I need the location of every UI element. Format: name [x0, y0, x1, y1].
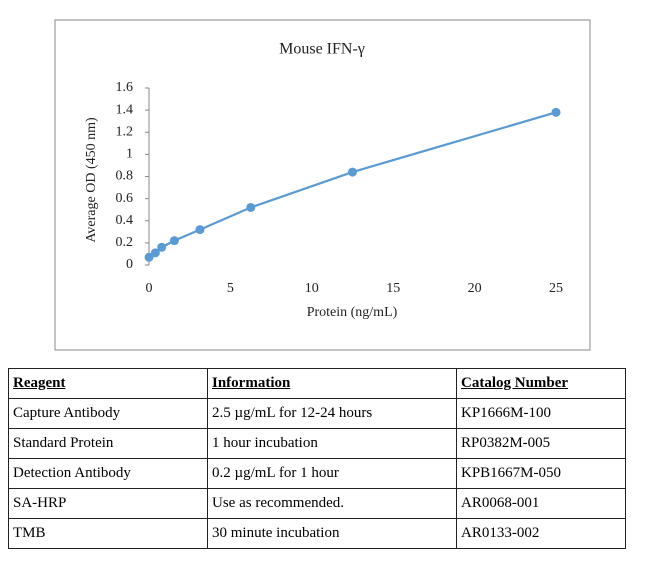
- y-tick-label: 1: [126, 147, 133, 162]
- header-cell: Reagent: [8, 368, 208, 399]
- data-point: [144, 252, 154, 262]
- y-tick-label: 1.4: [116, 102, 134, 117]
- table-row: SA-HRP Use as recommended. AR0068-001: [8, 488, 626, 519]
- table-cell: Capture Antibody: [8, 398, 208, 429]
- x-tick-label: 10: [305, 281, 319, 296]
- table-cell: 1 hour incubation: [207, 428, 457, 459]
- y-tick-label: 0.6: [116, 191, 134, 206]
- table-cell: 2.5 µg/mL for 12-24 hours: [207, 398, 457, 429]
- data-point: [195, 225, 205, 235]
- table-cell: 30 minute incubation: [207, 518, 457, 549]
- chart-frame: [54, 19, 591, 351]
- chart: Mouse IFN-γ Protein (ng/mL) Average OD (…: [54, 19, 591, 351]
- data-point: [157, 242, 167, 252]
- table-cell: RP0382M-005: [456, 428, 626, 459]
- table-cell: SA-HRP: [8, 488, 208, 519]
- table-cell: KPB1667M-050: [456, 458, 626, 489]
- data-point: [150, 248, 160, 258]
- header-cell: Information: [207, 368, 457, 399]
- x-tick-label: 25: [549, 281, 563, 296]
- data-point: [348, 167, 357, 177]
- x-tick-label: 20: [468, 281, 482, 296]
- y-tick-label: 0.2: [116, 235, 134, 250]
- y-tick-label: 1.6: [116, 80, 134, 95]
- table-row: Detection Antibody 0.2 µg/mL for 1 hour KP…: [8, 458, 626, 489]
- header-cell: Catalog Number: [456, 368, 626, 399]
- table-cell: Standard Protein: [8, 428, 208, 459]
- x-tick-label: 15: [386, 281, 400, 296]
- y-axis-label: Average OD (450 nm): [84, 117, 99, 243]
- table-cell: AR0133-002: [456, 518, 626, 549]
- x-tick-label: 0: [146, 281, 153, 296]
- table-cell: Detection Antibody: [8, 458, 208, 489]
- y-tick-label: 0.4: [116, 213, 134, 228]
- table-row: Reagent Information Catalog Number: [8, 368, 626, 399]
- table-cell: TMB: [8, 518, 208, 549]
- table-cell: Use as recommended.: [207, 488, 457, 519]
- data-point: [169, 236, 179, 246]
- x-tick-label: 5: [227, 281, 234, 296]
- y-tick-label: 1.2: [116, 124, 134, 139]
- table-cell: AR0068-001: [456, 488, 626, 519]
- chart-title: Mouse IFN-γ: [279, 41, 365, 58]
- data-point: [551, 107, 561, 117]
- table-row: Capture Antibody 2.5 µg/mL for 12-24 hour…: [8, 398, 626, 429]
- table-row: Standard Protein 1 hour incubation RP0382M…: [8, 428, 626, 459]
- y-tick-label: 0.8: [116, 169, 134, 184]
- table-cell: KP1666M-100: [456, 398, 626, 429]
- table-cell: 0.2 µg/mL for 1 hour: [207, 458, 457, 489]
- table-row: TMB 30 minute incubation AR0133-002: [8, 518, 626, 549]
- y-tick-label: 0: [126, 257, 133, 272]
- x-axis-label: Protein (ng/mL): [307, 305, 398, 320]
- reagent-table: Reagent Information Catalog Number Capture …: [8, 368, 626, 549]
- data-point: [246, 202, 256, 212]
